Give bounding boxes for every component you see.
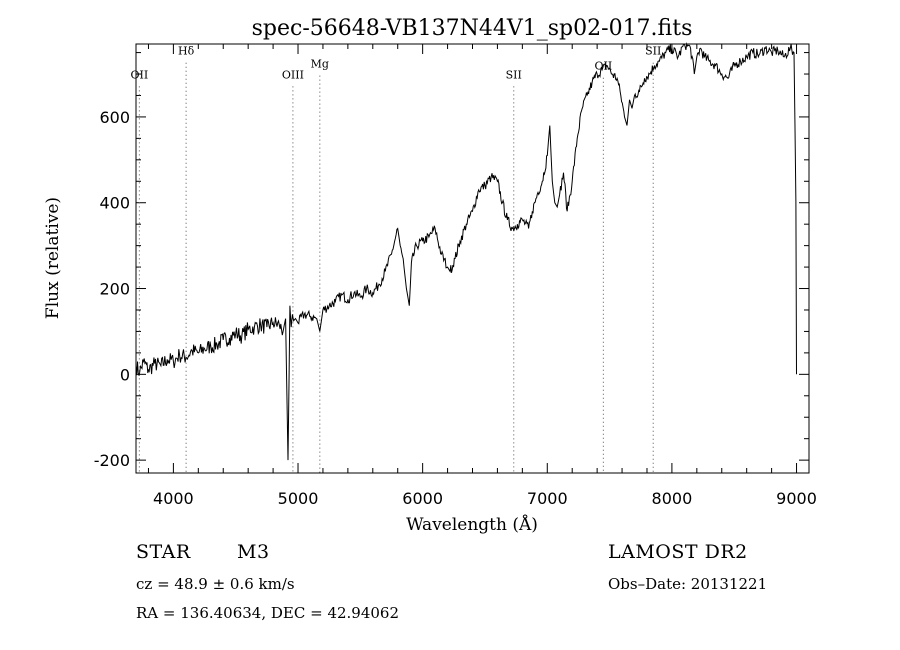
spectrum-line: [135, 42, 797, 461]
x-tick-label: 7000: [527, 489, 568, 508]
line-marker-label: SII: [645, 45, 661, 58]
coordinates-readout: RA = 136.40634, DEC = 42.94062: [136, 604, 400, 622]
line-marker-label: Mg: [311, 58, 329, 71]
x-tick-label: 5000: [278, 489, 319, 508]
y-tick-label: -200: [94, 451, 130, 470]
y-tick-label: 200: [99, 280, 130, 299]
object-subclass: M3: [237, 541, 270, 563]
tick-labels: 4000 5000 6000 7000 8000 9000 -200 0 200 400 600: [94, 108, 817, 508]
y-tick-label: 600: [99, 108, 130, 127]
chart-title: spec-56648-VB137N44V1_sp02-017.fits: [252, 16, 693, 41]
y-tick-label: 400: [99, 194, 130, 213]
plot-frame: [135, 43, 810, 474]
x-tick-label: 4000: [153, 489, 194, 508]
y-axis-label: Flux (relative): [43, 197, 63, 319]
observation-date: Obs–Date: 20131221: [608, 575, 768, 593]
y-tick-label: 0: [120, 365, 130, 384]
line-marker-label: OIII: [282, 68, 304, 81]
x-tick-label: 8000: [652, 489, 693, 508]
x-axis-label: Wavelength (Å): [406, 514, 538, 535]
line-marker-label: SII: [506, 68, 522, 81]
axis-ticks: [136, 44, 809, 473]
x-tick-label: 9000: [776, 489, 817, 508]
line-marker-label: Hδ: [178, 45, 195, 58]
object-type: STAR: [136, 541, 191, 563]
line-marker-label: OII: [131, 68, 149, 81]
x-tick-label: 6000: [402, 489, 443, 508]
survey-name: LAMOST DR2: [608, 541, 748, 563]
redshift-readout: cz = 48.9 ± 0.6 km/s: [136, 575, 295, 593]
